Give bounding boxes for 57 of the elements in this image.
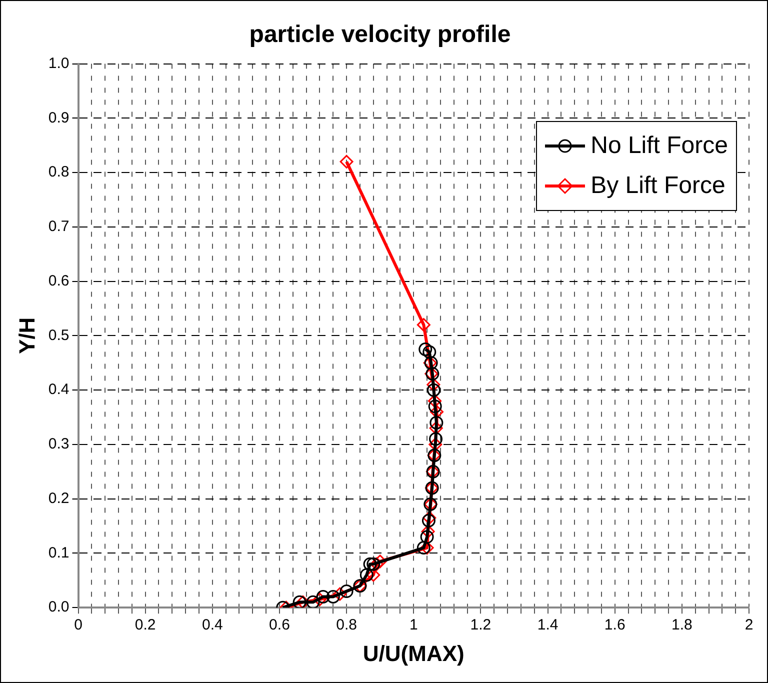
y-tick-label: 0.5 <box>48 326 70 344</box>
point <box>429 432 443 446</box>
point <box>426 378 440 392</box>
x-tick-label: 0.6 <box>269 616 290 634</box>
y-tick-label: 0.2 <box>48 490 70 507</box>
point <box>416 318 430 332</box>
point <box>428 438 442 452</box>
point <box>366 568 380 582</box>
point <box>422 514 436 528</box>
y-tick-label: 0.8 <box>48 164 70 181</box>
chart-title: particle velocity profile <box>249 21 511 48</box>
point <box>360 568 374 582</box>
x-tick-label: 0 <box>74 616 82 634</box>
y-tick-label: 0.1 <box>48 544 70 562</box>
point <box>422 345 436 359</box>
legend-label: By Lift Force <box>590 172 726 200</box>
y-tick-label: 0.3 <box>48 436 70 453</box>
point <box>420 541 434 555</box>
point <box>312 592 326 606</box>
x-tick-label: 0.4 <box>202 616 223 634</box>
y-tick-label: 0.9 <box>48 109 70 126</box>
y-tick-label: 0.0 <box>48 598 70 616</box>
legend-label: No Lift Force <box>590 132 728 160</box>
point <box>416 541 430 555</box>
point <box>363 557 377 571</box>
y-tick-label: 0.6 <box>48 272 70 290</box>
point <box>430 416 444 430</box>
y-axis-title: Y/H <box>14 317 40 354</box>
point <box>333 587 347 601</box>
x-axis-title: U/U(MAX) <box>362 640 464 666</box>
x-tick-label: 0.8 <box>336 616 357 634</box>
point <box>366 557 380 571</box>
point <box>306 595 320 608</box>
point <box>340 154 354 168</box>
y-tick-label: 1.0 <box>48 54 70 72</box>
x-tick-label: 1.6 <box>604 616 626 634</box>
point <box>296 595 310 608</box>
x-tick-label: 1.4 <box>537 616 558 634</box>
point <box>427 383 440 397</box>
x-tick-label: 1 <box>409 616 418 634</box>
point <box>326 590 340 604</box>
y-tick-label: 0.4 <box>48 381 70 398</box>
point <box>422 511 436 525</box>
point <box>429 421 443 435</box>
point <box>418 342 432 356</box>
point <box>316 590 330 604</box>
point <box>428 400 442 414</box>
point <box>428 394 442 408</box>
point <box>340 584 354 598</box>
y-tick-label: 0.7 <box>48 218 70 236</box>
point <box>420 530 434 544</box>
point <box>421 524 435 538</box>
point <box>292 595 306 608</box>
x-tick-label: 2 <box>744 616 754 634</box>
x-tick-label: 1.8 <box>671 616 692 634</box>
x-tick-label: 0.2 <box>134 616 156 634</box>
x-tick-label: 1.2 <box>470 616 492 634</box>
